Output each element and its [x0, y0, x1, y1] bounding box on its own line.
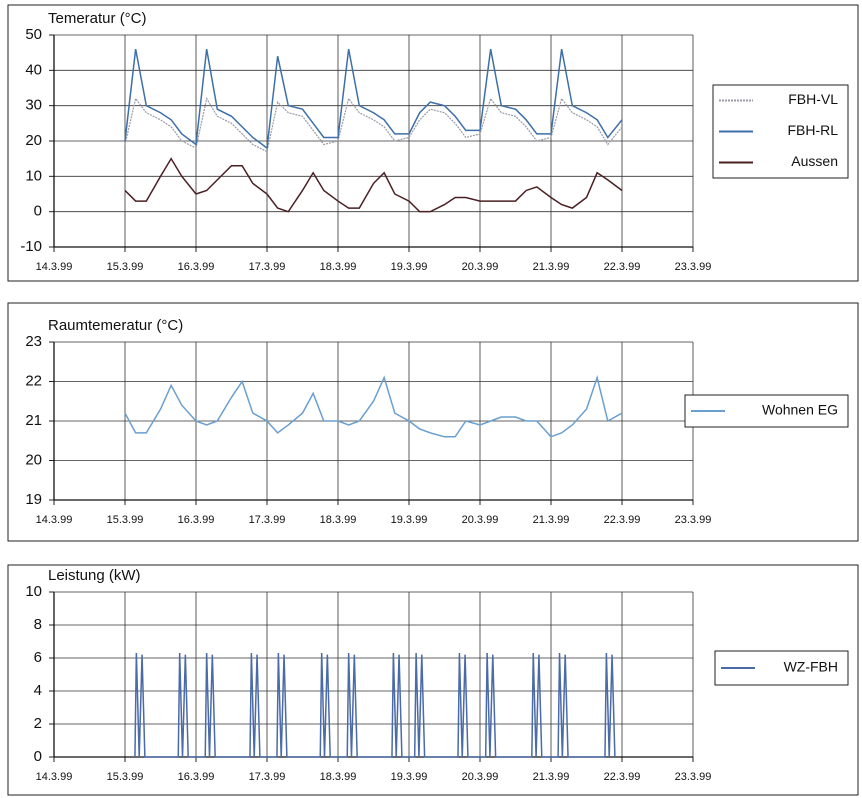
y-tick-label: 20	[25, 132, 42, 149]
x-tick-label: 15.3.99	[107, 514, 144, 526]
y-tick-label: 4	[34, 682, 42, 699]
y-tick-label: 40	[25, 61, 42, 78]
x-tick-label: 18.3.99	[320, 261, 357, 273]
legend-label: Wohnen EG	[762, 402, 838, 418]
y-tick-label: 6	[34, 649, 42, 666]
y-tick-label: 22	[25, 372, 42, 389]
x-tick-label: 16.3.99	[178, 771, 215, 783]
panel-frame	[7, 564, 859, 796]
x-tick-label: 15.3.99	[107, 261, 144, 273]
panel-frame	[7, 302, 859, 542]
x-tick-label: 15.3.99	[107, 771, 144, 783]
x-tick-label: 18.3.99	[320, 514, 357, 526]
legend-label: Aussen	[791, 153, 838, 169]
x-tick-label: 19.3.99	[391, 261, 428, 273]
x-tick-label: 22.3.99	[604, 771, 641, 783]
x-tick-label: 21.3.99	[533, 771, 570, 783]
x-tick-label: 23.3.99	[675, 771, 712, 783]
x-tick-label: 17.3.99	[249, 771, 286, 783]
x-tick-label: 19.3.99	[391, 771, 428, 783]
chart-title: Temeratur (°C)	[48, 10, 147, 27]
y-tick-label: 0	[34, 203, 42, 220]
x-tick-label: 20.3.99	[462, 514, 499, 526]
y-tick-label: 10	[25, 583, 42, 600]
x-tick-label: 23.3.99	[675, 514, 712, 526]
y-tick-label: 23	[25, 333, 42, 350]
panel-frame	[7, 4, 859, 282]
x-tick-label: 17.3.99	[249, 514, 286, 526]
x-tick-label: 14.3.99	[36, 514, 73, 526]
y-tick-label: -10	[20, 238, 42, 255]
y-tick-label: 19	[25, 491, 42, 508]
x-tick-label: 22.3.99	[604, 514, 641, 526]
y-tick-label: 20	[25, 451, 42, 468]
legend-label: FBH-RL	[787, 122, 838, 138]
x-tick-label: 19.3.99	[391, 514, 428, 526]
chart-title: Leistung (kW)	[48, 567, 141, 584]
chart-title: Raumtemeratur (°C)	[48, 317, 183, 334]
y-tick-label: 0	[34, 748, 42, 765]
x-tick-label: 21.3.99	[533, 514, 570, 526]
y-tick-label: 2	[34, 715, 42, 732]
legend-label: WZ-FBH	[784, 659, 838, 675]
x-tick-label: 20.3.99	[462, 771, 499, 783]
x-tick-label: 18.3.99	[320, 771, 357, 783]
x-tick-label: 16.3.99	[178, 514, 215, 526]
series-line	[124, 157, 623, 213]
y-tick-label: 30	[25, 97, 42, 114]
series-line	[124, 96, 623, 153]
series-line	[134, 653, 616, 758]
x-tick-label: 20.3.99	[462, 261, 499, 273]
y-tick-label: 50	[25, 26, 42, 43]
x-tick-label: 17.3.99	[249, 261, 286, 273]
x-tick-label: 22.3.99	[604, 261, 641, 273]
y-tick-label: 8	[34, 616, 42, 633]
legend-label: FBH-VL	[788, 91, 838, 107]
x-tick-label: 14.3.99	[36, 771, 73, 783]
series-line	[124, 374, 623, 438]
x-tick-label: 14.3.99	[36, 261, 73, 273]
x-tick-label: 21.3.99	[533, 261, 570, 273]
x-tick-label: 16.3.99	[178, 261, 215, 273]
x-tick-label: 23.3.99	[675, 261, 712, 273]
series-line	[124, 48, 623, 150]
y-tick-label: 10	[25, 167, 42, 184]
y-tick-label: 21	[25, 412, 42, 429]
